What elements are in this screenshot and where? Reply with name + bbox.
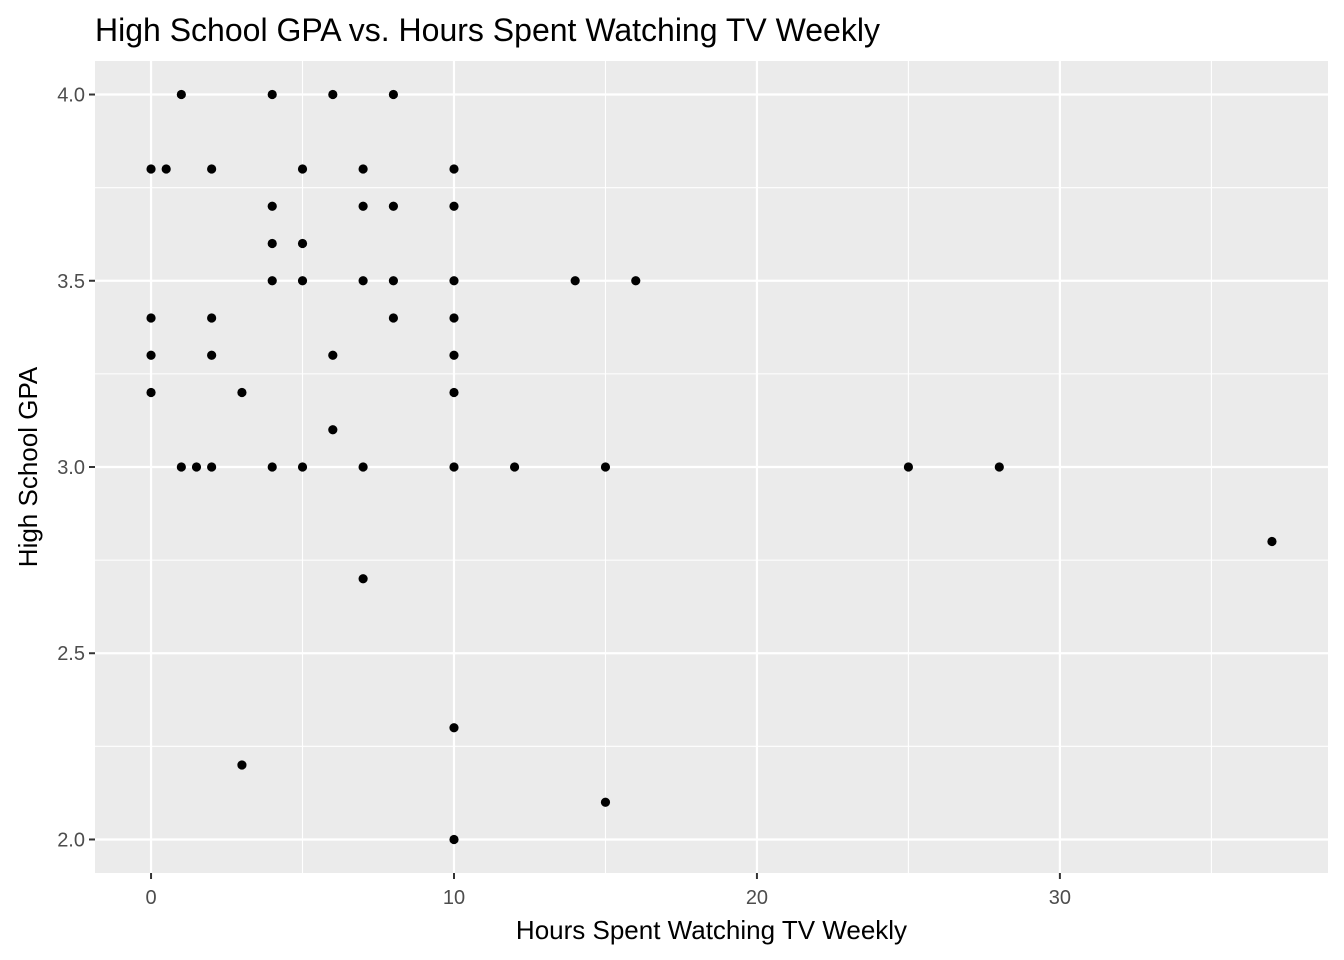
data-point	[328, 425, 338, 435]
data-point	[358, 164, 368, 174]
data-point	[631, 276, 641, 286]
data-point	[146, 164, 156, 174]
data-point	[267, 201, 277, 211]
data-point	[207, 350, 217, 360]
data-point	[358, 574, 368, 584]
x-tick-label: 30	[1049, 887, 1071, 909]
data-point	[1267, 536, 1277, 547]
data-point	[207, 313, 217, 323]
data-point	[161, 164, 171, 174]
data-point	[600, 462, 611, 472]
y-tick-label: 3.0	[57, 457, 85, 479]
data-point	[297, 238, 308, 249]
data-point	[388, 313, 399, 323]
y-tick-label: 3.5	[57, 271, 85, 293]
data-point	[449, 201, 459, 211]
data-point	[570, 276, 580, 286]
data-point	[207, 164, 217, 174]
data-point	[146, 350, 156, 360]
data-point	[509, 462, 520, 472]
data-point	[449, 462, 459, 472]
data-points	[146, 89, 1277, 845]
data-point	[146, 387, 156, 398]
data-point	[449, 350, 459, 360]
x-tick-label: 0	[145, 887, 156, 909]
data-point	[449, 834, 459, 845]
data-point	[903, 462, 914, 472]
data-point	[176, 89, 186, 100]
y-tick-label: 4.0	[57, 85, 85, 107]
data-point	[267, 276, 277, 286]
data-point	[449, 313, 459, 323]
x-tick-label: 10	[443, 887, 465, 909]
data-point	[449, 276, 459, 286]
data-point	[388, 89, 399, 100]
data-point	[328, 350, 338, 360]
data-point	[267, 89, 277, 100]
data-point	[146, 313, 156, 323]
data-point	[358, 276, 368, 286]
data-point	[600, 797, 611, 807]
data-point	[176, 462, 186, 472]
data-point	[267, 462, 277, 472]
data-point	[191, 462, 202, 472]
y-tick-label: 2.0	[57, 829, 85, 851]
axes: 0 10 20 30 2.0 2.5 3.0 3.5 4.0	[57, 85, 1071, 909]
data-point	[237, 760, 247, 770]
data-point	[449, 164, 459, 174]
data-point	[994, 462, 1004, 472]
data-point	[237, 387, 247, 398]
data-point	[328, 89, 338, 100]
data-point	[267, 238, 277, 249]
x-tick-label: 20	[746, 887, 768, 909]
data-point	[358, 462, 368, 472]
data-point	[449, 387, 459, 398]
data-point	[297, 462, 308, 472]
data-point	[388, 276, 399, 286]
data-point	[297, 276, 308, 286]
data-point	[207, 462, 217, 472]
y-axis-title: High School GPA	[13, 366, 43, 567]
x-axis-title: Hours Spent Watching TV Weekly	[516, 915, 907, 945]
data-point	[297, 164, 308, 174]
data-point	[358, 201, 368, 211]
chart-title: High School GPA vs. Hours Spent Watching…	[95, 12, 880, 48]
data-point	[388, 201, 399, 211]
y-tick-label: 2.5	[57, 643, 85, 665]
grid-lines	[95, 61, 1328, 873]
data-point	[449, 723, 459, 733]
